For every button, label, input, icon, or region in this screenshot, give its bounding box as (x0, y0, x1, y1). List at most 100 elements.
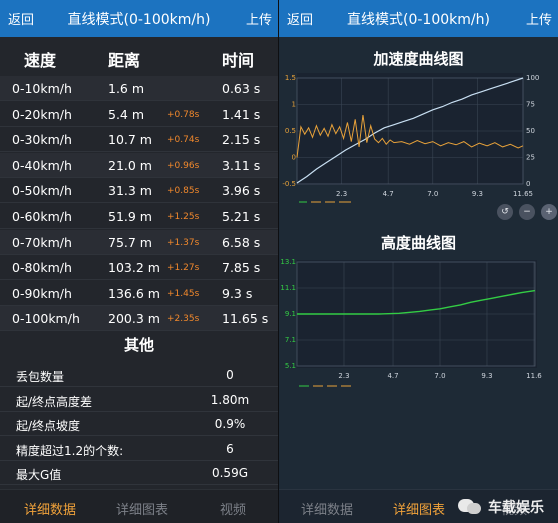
upload-button[interactable]: 上传 (525, 13, 552, 28)
distance-column-header: 距离 (108, 51, 141, 70)
panel-divider (278, 0, 279, 523)
x-tick-label: 9.3 (472, 190, 483, 198)
x-tick-label: 4.7 (383, 190, 394, 198)
details-panel: 返回 直线模式(0-100km/h) 上传 速度 距离 时间 0-10km/h 1… (0, 0, 278, 523)
tab-video[interactable]: 视频 (220, 503, 247, 518)
y-right-tick-label: 100 (526, 74, 539, 82)
other-stat-row: 起/终点坡度 0.9% (0, 412, 278, 436)
stat-value: 0.9% (214, 417, 246, 431)
tab-video[interactable]: 视频 (501, 503, 528, 518)
split-time: 6.58 s (222, 234, 261, 250)
split-distance: 136.6 m (108, 285, 160, 301)
split-speed: 0-90km/h (12, 285, 72, 301)
x-tick-label: 7.0 (427, 190, 438, 198)
split-distance: 103.2 m (108, 260, 160, 276)
split-delta: +1.25s (167, 212, 200, 222)
split-delta: +2.35s (167, 314, 200, 325)
split-time: 0.63 s (222, 81, 261, 96)
x-tick-label: 9.3 (481, 372, 492, 380)
stat-label: 丢包数量 (16, 370, 65, 384)
split-delta: +0.74s (167, 135, 200, 146)
x-tick-label: 11.6 (526, 372, 542, 380)
upload-button[interactable]: 上传 (245, 13, 272, 28)
altitude-chart-title: 高度曲线图 (380, 234, 456, 252)
y-left-tick-label: 1 (292, 101, 296, 109)
stat-value: 0 (226, 368, 234, 382)
split-speed: 0-10km/h (12, 81, 72, 96)
stat-label: 精度超过1.2的个数: (16, 443, 124, 458)
split-time: 3.11 s (222, 157, 261, 173)
watermark: 车载娱乐 (458, 497, 544, 517)
altitude-series-line (297, 289, 536, 315)
x-tick-label: 4.7 (387, 372, 398, 380)
split-row: 0-20km/h 5.4 m +0.78s 1.41 s (0, 102, 278, 127)
other-stat-row: 丢包数量 0 (0, 363, 278, 387)
stat-value: 6 (226, 441, 234, 456)
acceleration-series-line (296, 115, 524, 158)
split-delta: +0.78s (167, 109, 200, 120)
y-right-tick-label: 50 (526, 127, 535, 135)
split-distance: 1.6 m (108, 81, 145, 96)
split-delta: +1.27s (167, 263, 200, 274)
split-row: 0-50km/h 31.3 m +0.85s 3.96 s (0, 178, 278, 204)
split-time: 11.65 s (222, 311, 269, 327)
other-stat-row: 起/终点高度差 1.80m (0, 388, 278, 412)
acceleration-chart-title: 加速度曲线图 (373, 50, 464, 68)
split-row: 0-60km/h 51.9 m +1.25s 5.21 s (0, 204, 278, 229)
other-stat-row: 最大G值 0.59G (0, 461, 278, 485)
split-speed: 0-30km/h (12, 132, 72, 148)
split-time: 1.41 s (222, 106, 261, 122)
split-row: 0-10km/h 1.6 m 0.63 s (0, 76, 278, 101)
reset-icon[interactable]: ↺ (497, 204, 513, 220)
split-time: 5.21 s (222, 209, 261, 224)
y-left-tick-label: -0.5 (282, 180, 296, 188)
watermark-text: 车载娱乐 (488, 500, 544, 516)
y-right-tick-label: 75 (526, 101, 535, 109)
split-distance: 31.3 m (108, 183, 152, 199)
split-row: 0-80km/h 103.2 m +1.27s 7.85 s (0, 255, 278, 281)
back-button[interactable]: 返回 (287, 13, 314, 28)
split-row: 0-40km/h 21.0 m +0.96s 3.11 s (0, 152, 278, 178)
stat-label: 起/终点坡度 (16, 419, 81, 433)
acceleration-plot-area (297, 73, 523, 185)
y-left-tick-label: 1.5 (285, 74, 296, 82)
tab-detail-charts[interactable]: 详细图表 (393, 503, 446, 518)
zoom-out-icon[interactable]: − (519, 204, 535, 220)
y-tick-label: 5.1 (285, 362, 296, 370)
split-row: 0-100km/h 200.3 m +2.35s 11.65 s (0, 306, 278, 332)
charts-panel: 返回 直线模式(0-100km/h) 上传 加速度曲线图 1.5 1 0.5 0 -0.… (279, 0, 558, 523)
speed-series-line (296, 77, 524, 184)
split-row: 0-70km/h 75.7 m +1.37s 6.58 s (0, 229, 278, 255)
back-button[interactable]: 返回 (8, 13, 35, 28)
tab-detail-charts[interactable]: 详细图表 (116, 503, 169, 518)
split-delta: +0.96s (167, 160, 200, 171)
top-bar: 返回 直线模式(0-100km/h) 上传 (0, 0, 278, 37)
split-distance: 200.3 m (108, 311, 160, 327)
split-delta: +1.37s (167, 237, 200, 248)
y-right-tick-label: 25 (526, 154, 535, 162)
other-stat-row: 精度超过1.2的个数: 6 (0, 437, 278, 461)
page-title: 直线模式(0-100km/h) (67, 11, 211, 28)
x-tick-label: 2.3 (338, 372, 349, 380)
y-tick-label: 9.1 (285, 310, 296, 318)
split-speed: 0-80km/h (12, 260, 72, 276)
split-delta: +1.45s (167, 288, 200, 299)
split-speed: 0-20km/h (12, 106, 72, 122)
y-tick-label: 13.1 (280, 258, 296, 266)
split-time: 2.15 s (222, 132, 261, 148)
bottom-tab-bar: 详细数据 详细图表 视频 (0, 489, 278, 523)
split-time: 3.96 s (222, 183, 261, 199)
plot-frame (296, 77, 524, 185)
tab-detail-data[interactable]: 详细数据 (301, 503, 354, 518)
stat-value: 1.80m (210, 392, 250, 407)
y-left-tick-label: 0 (292, 154, 296, 162)
x-tick-label: 2.3 (336, 190, 347, 198)
split-distance: 5.4 m (108, 106, 145, 122)
tab-detail-data[interactable]: 详细数据 (24, 503, 77, 518)
y-tick-label: 11.1 (280, 284, 296, 292)
zoom-in-icon[interactable]: + (541, 204, 557, 220)
split-speed: 0-60km/h (12, 209, 72, 224)
stat-label: 最大G值 (16, 468, 62, 482)
split-distance: 21.0 m (108, 157, 152, 173)
split-distance: 51.9 m (108, 209, 152, 224)
